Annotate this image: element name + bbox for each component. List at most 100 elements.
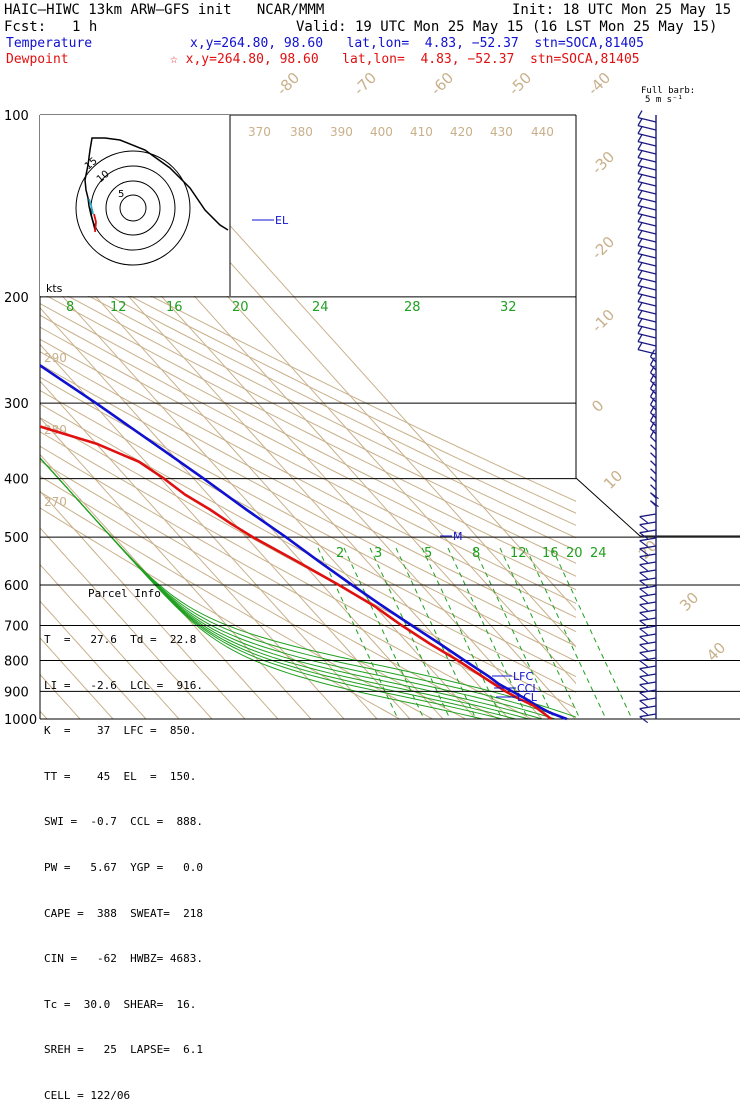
dry-adiabat-line xyxy=(40,247,576,514)
hodograph-ring xyxy=(119,194,147,222)
wind-barb-feather xyxy=(639,564,649,572)
isotherm-line xyxy=(97,115,576,648)
wind-barb-feather xyxy=(637,294,643,302)
temperature-location: x,y=264.80, 98.60 lat,lon= 4.83, −52.37 … xyxy=(190,36,644,51)
wind-barb xyxy=(639,681,657,686)
wind-barb xyxy=(637,332,657,339)
isotherm-line xyxy=(40,673,81,720)
wind-barb-feather xyxy=(637,270,643,278)
wind-barb xyxy=(637,276,657,283)
wind-barb-feather xyxy=(649,365,656,374)
parcel-info-row: LI = -2.6 LCL = 916. xyxy=(44,678,203,692)
mixing-ratio-label: 12 xyxy=(110,300,127,315)
wind-barb xyxy=(639,665,657,670)
wind-barb-feather xyxy=(649,349,656,358)
pressure-tick-label: 900 xyxy=(4,685,29,700)
wind-barb xyxy=(639,641,657,646)
wind-barb xyxy=(639,697,657,702)
dry-adiabat-line xyxy=(40,258,576,526)
wind-barb-feather xyxy=(649,421,656,430)
wind-barb-feather xyxy=(637,214,643,222)
isotherm-label: 10 xyxy=(600,467,626,493)
wind-barb xyxy=(650,468,657,475)
wind-barb xyxy=(637,260,657,267)
wind-barb-feather xyxy=(637,206,643,214)
wind-barb xyxy=(639,585,657,590)
wind-barb xyxy=(637,212,657,219)
dry-adiabat-line xyxy=(40,326,576,604)
isotherm-label: -30 xyxy=(588,148,618,178)
pressure-tick-label: 100 xyxy=(4,109,29,124)
parcel-info-row: K = 37 LFC = 850. xyxy=(44,724,197,738)
hodograph-mid-trace xyxy=(88,198,94,215)
isotherm-label: -50 xyxy=(505,69,535,99)
hodograph-background xyxy=(40,115,230,296)
wind-barb xyxy=(639,593,657,598)
theta-label: 290 xyxy=(44,351,67,365)
wind-barb-feather xyxy=(637,158,643,166)
wind-barb-feather xyxy=(637,142,643,150)
parcel-info-row: SWI = -0.7 CCL = 888. xyxy=(44,815,203,829)
mixing-ratio-label: 20 xyxy=(232,300,249,315)
wind-barb xyxy=(650,452,657,459)
wind-barb xyxy=(650,476,657,483)
wind-barb xyxy=(639,713,657,718)
mixing-ratio-label: 8 xyxy=(66,300,74,315)
parcel-info-title: Parcel Info xyxy=(88,587,161,601)
level-marker-label: EL xyxy=(275,214,289,227)
level-marker-label: LFC xyxy=(513,670,533,683)
parcel-info-row: TT = 45 EL = 150. xyxy=(44,769,197,783)
wind-barb-feather xyxy=(637,302,643,310)
wind-barb-feather xyxy=(649,381,656,390)
dry-adiabat-line xyxy=(40,389,576,678)
wind-barb-feather xyxy=(639,556,649,564)
hodograph-ring-label: 5 xyxy=(118,189,124,200)
dry-adiabat-line xyxy=(40,351,576,633)
wind-barb xyxy=(637,132,657,139)
mixing-ratio-line xyxy=(395,547,477,720)
wind-barb-feather xyxy=(639,652,649,660)
wind-barb-feather xyxy=(637,246,643,254)
isotherm-line xyxy=(40,563,180,720)
isotherm-line xyxy=(40,453,279,720)
level-marker-label: CCL xyxy=(517,682,539,695)
wind-barb-feather xyxy=(639,548,649,556)
wind-barb xyxy=(639,569,657,574)
wind-barb xyxy=(650,436,657,443)
wind-barb-feather xyxy=(639,620,649,628)
mixing-ratio-line xyxy=(447,547,529,720)
wind-barb xyxy=(637,116,657,123)
wind-barb-feather xyxy=(649,397,656,406)
wind-barb-feather xyxy=(639,668,649,676)
valid-time: Valid: 19 UTC Mon 25 May 15 (16 LST Mon … xyxy=(296,19,718,35)
theta-label: 430 xyxy=(490,125,513,139)
wind-barb xyxy=(637,284,657,291)
barb-legend-title: Full barb: xyxy=(641,86,696,96)
theta-label: 420 xyxy=(450,125,473,139)
wind-barb-feather xyxy=(639,684,649,692)
wind-barb-feather xyxy=(639,628,649,636)
wind-barb-feather xyxy=(637,190,643,198)
theta-label: 410 xyxy=(410,125,433,139)
wind-barb xyxy=(639,617,657,622)
wind-barb-feather xyxy=(637,310,643,318)
mixing-ratio-line xyxy=(343,547,425,720)
mixing-ratio-line xyxy=(525,547,607,720)
dry-adiabat-line xyxy=(40,417,576,709)
isotherm-label: -20 xyxy=(588,233,618,263)
wind-barb xyxy=(650,444,657,451)
model-title: HAIC–HIWC 13km ARW–GFS init NCAR/MMM xyxy=(4,2,325,18)
wind-barb xyxy=(639,649,657,654)
mixing-ratio-line xyxy=(369,547,451,720)
isotherm-label: 30 xyxy=(676,589,702,615)
wind-barb-feather xyxy=(637,126,643,134)
wind-barb-feather xyxy=(639,700,649,708)
wind-barb-feather xyxy=(637,334,643,342)
wind-barb xyxy=(639,577,657,582)
isotherm-label: 0 xyxy=(588,396,607,415)
wind-barb xyxy=(637,324,657,331)
theta-label: 370 xyxy=(248,125,271,139)
wind-barb-feather xyxy=(639,524,649,532)
hodograph-lower-trace xyxy=(93,213,97,233)
wind-barb-feather xyxy=(639,572,649,580)
